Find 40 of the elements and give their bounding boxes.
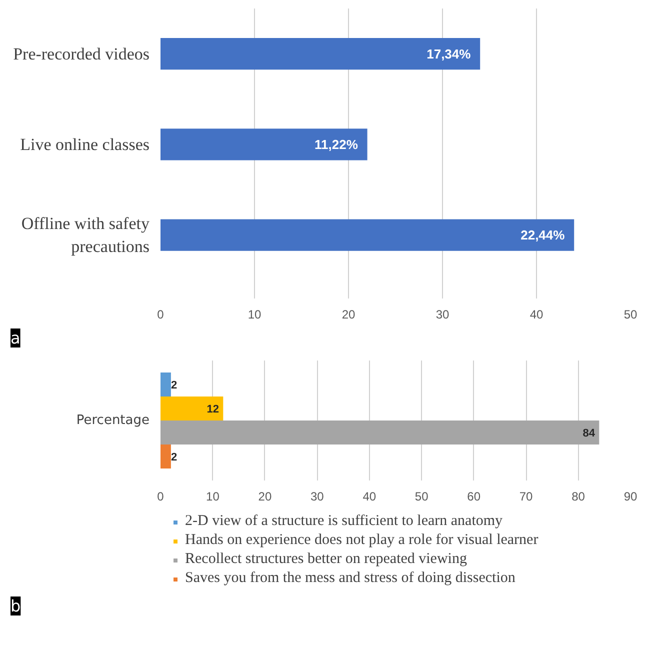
bar bbox=[160, 128, 368, 160]
x-tick-label: 90 bbox=[624, 490, 638, 504]
annotation: 22,44% bbox=[520, 228, 566, 243]
x-tick-label: 20 bbox=[258, 490, 272, 504]
annotation: 11,22% bbox=[314, 136, 358, 152]
x-tick-label: 50 bbox=[414, 490, 429, 504]
y-tick-label: Percentage bbox=[76, 413, 150, 428]
y-tick-label: Offline with safety precautions bbox=[21, 214, 150, 256]
text: b bbox=[10, 596, 21, 616]
x-tick-label: 10 bbox=[206, 490, 220, 504]
bar bbox=[160, 219, 574, 251]
y-tick-label: Pre-recorded videos bbox=[13, 44, 150, 64]
data-label: 2 bbox=[170, 380, 178, 392]
data-label: 12 bbox=[206, 404, 220, 416]
bar bbox=[160, 396, 224, 420]
legend-label: Saves you from the mess and stress of doing dissection bbox=[185, 570, 516, 587]
x-tick-label: 20 bbox=[342, 308, 356, 322]
x-tick-label: 40 bbox=[530, 308, 544, 322]
legend-label: Hands on experience does not play a role for visual learner bbox=[185, 532, 538, 549]
x-tick-label: 0 bbox=[157, 490, 164, 504]
data-label: 2 bbox=[170, 452, 178, 464]
annotation: 17,34% bbox=[426, 46, 472, 62]
x-tick-label: 0 bbox=[157, 308, 164, 322]
bar bbox=[160, 444, 171, 468]
x-tick-label: 30 bbox=[436, 308, 450, 322]
y-tick-label: Live online classes bbox=[20, 134, 150, 154]
x-tick-label: 40 bbox=[362, 490, 376, 504]
x-tick-label: 10 bbox=[248, 308, 262, 322]
x-tick-label: 50 bbox=[624, 308, 638, 322]
bar bbox=[160, 38, 480, 70]
legend-label: Recollect structures better on repeated viewing bbox=[185, 551, 467, 568]
x-tick-label: 30 bbox=[310, 490, 324, 504]
bar bbox=[160, 420, 600, 444]
text: a bbox=[10, 328, 20, 348]
legend-label: 2-D view of a structure is sufficient to learn anatomy bbox=[185, 513, 503, 530]
x-tick-label: 60 bbox=[467, 490, 481, 504]
x-tick-label: 70 bbox=[519, 490, 534, 504]
data-label: 84 bbox=[582, 428, 596, 440]
x-tick-label: 80 bbox=[572, 490, 586, 504]
bar bbox=[160, 372, 171, 396]
